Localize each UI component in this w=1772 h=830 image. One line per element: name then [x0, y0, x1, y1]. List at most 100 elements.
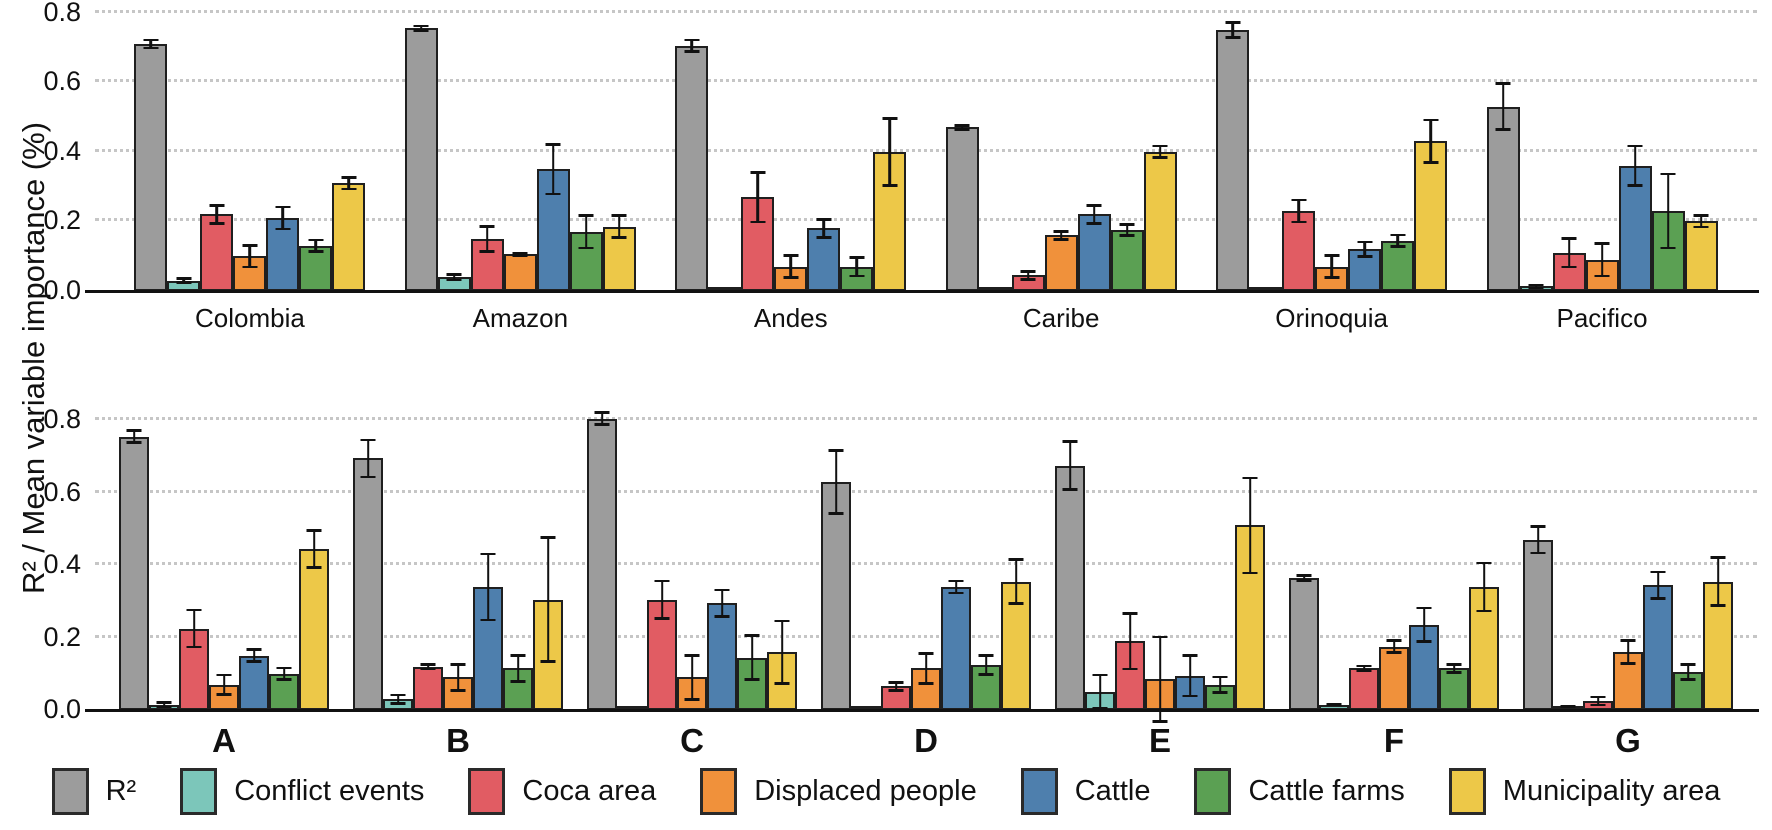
error-bar [1693, 214, 1709, 229]
bar-group: Colombia [134, 9, 366, 333]
bar-displaced-people [1044, 235, 1078, 291]
error-bar [654, 579, 670, 620]
error-bar [816, 217, 832, 239]
bar-slot [413, 365, 443, 710]
legend-swatch [180, 768, 218, 815]
legend-swatch [51, 768, 89, 815]
error-bar [1446, 662, 1462, 674]
category-label: E [1148, 722, 1172, 759]
gridline [95, 489, 1757, 493]
error-bar [1008, 557, 1024, 606]
error-bar [1423, 118, 1439, 164]
error-bar [783, 254, 799, 279]
bar-coca-area [1349, 668, 1379, 710]
error-bar [450, 662, 466, 692]
bar-slot [1110, 9, 1144, 291]
bar-slot [1235, 365, 1265, 710]
error-bar [1020, 270, 1036, 281]
error-bar [446, 272, 462, 282]
error-bar [1495, 82, 1511, 131]
bar-slot [1613, 365, 1643, 710]
bar-slot [1519, 9, 1553, 291]
gridline [95, 218, 1757, 222]
bar-slot [1523, 365, 1553, 710]
legend-label: Municipality area [1502, 775, 1721, 807]
y-tick-label: 0.6 [43, 476, 81, 507]
error-bar [1530, 525, 1546, 555]
y-tick-label: 0.0 [43, 694, 81, 724]
bar-municipality-area [299, 548, 329, 710]
bar-displaced-people [503, 254, 537, 291]
bar-slot [587, 365, 617, 710]
error-bar [1122, 612, 1138, 671]
bar-slot [443, 365, 473, 710]
error-bar [1119, 223, 1135, 238]
category-label: G [1615, 722, 1641, 759]
bar-slot [1319, 365, 1349, 710]
bar-slot [1703, 365, 1733, 710]
legend-item: Cattle [1020, 768, 1150, 815]
bar-r- [1055, 465, 1085, 710]
bar-slot [971, 365, 1001, 710]
bar-slot [239, 365, 269, 710]
error-bar [308, 238, 324, 253]
legend-label: Coca area [522, 775, 657, 807]
error-bar [479, 224, 495, 253]
bar-slot [503, 9, 537, 291]
bar-slot [840, 9, 874, 291]
bar-slot [1315, 9, 1349, 291]
legend-label: Cattle farms [1248, 775, 1405, 807]
y-tick-label: 0.4 [43, 135, 81, 166]
error-bar [1326, 702, 1342, 707]
bar-slot [437, 9, 471, 291]
error-bar [156, 700, 172, 709]
error-bar [918, 652, 934, 685]
bar-slot [851, 365, 881, 710]
error-bar [216, 673, 232, 696]
error-bar [176, 277, 192, 285]
bar-slot [353, 365, 383, 710]
bar-r- [353, 458, 383, 710]
bar-group: D [821, 365, 1031, 759]
error-bar [1357, 240, 1373, 258]
y-tick-label: 0.8 [43, 404, 81, 435]
error-bar [1590, 695, 1606, 707]
error-bar [510, 653, 526, 683]
bar-municipality-area [1684, 221, 1718, 291]
error-bar [1620, 639, 1636, 665]
bar-slot [266, 9, 300, 291]
bar-slot [1618, 9, 1652, 291]
error-bar [1650, 570, 1666, 600]
error-bar [684, 38, 700, 53]
bar-slot [299, 9, 333, 291]
error-bar [1528, 283, 1544, 290]
bar-slot [1044, 9, 1078, 291]
category-label: Amazon [472, 303, 569, 333]
bar-slot [1077, 9, 1111, 291]
legend-swatch [1448, 768, 1486, 815]
bar-slot [470, 9, 504, 291]
bar-slot [1469, 365, 1499, 710]
bar-slot [1011, 9, 1045, 291]
category-label: F [1383, 722, 1405, 759]
error-bar [684, 653, 700, 701]
error-bar [1710, 556, 1726, 607]
error-bar [1324, 254, 1340, 279]
legend-item: Coca area [468, 768, 656, 815]
bar-coca-area [200, 214, 234, 291]
bar-slot [1175, 365, 1205, 710]
bar-r- [1523, 539, 1553, 710]
bar-group: A [119, 365, 329, 759]
gridline [95, 562, 1757, 566]
bar-slot [978, 9, 1012, 291]
error-bar [275, 205, 291, 231]
bar-cattle [941, 586, 971, 710]
panel-clusters: 0.0 0.2 0.4 0.6 0.8 A B C D E F G [43, 365, 1759, 759]
bar-slot [1085, 365, 1115, 710]
error-bar [750, 170, 766, 224]
bar-slot [1553, 365, 1583, 710]
plot-area: 0.0 0.2 0.4 0.6 0.8 A B C D E F G [43, 365, 1759, 759]
bar-slot [1684, 9, 1718, 291]
legend-swatch [1194, 768, 1232, 815]
error-bar [1182, 653, 1198, 698]
